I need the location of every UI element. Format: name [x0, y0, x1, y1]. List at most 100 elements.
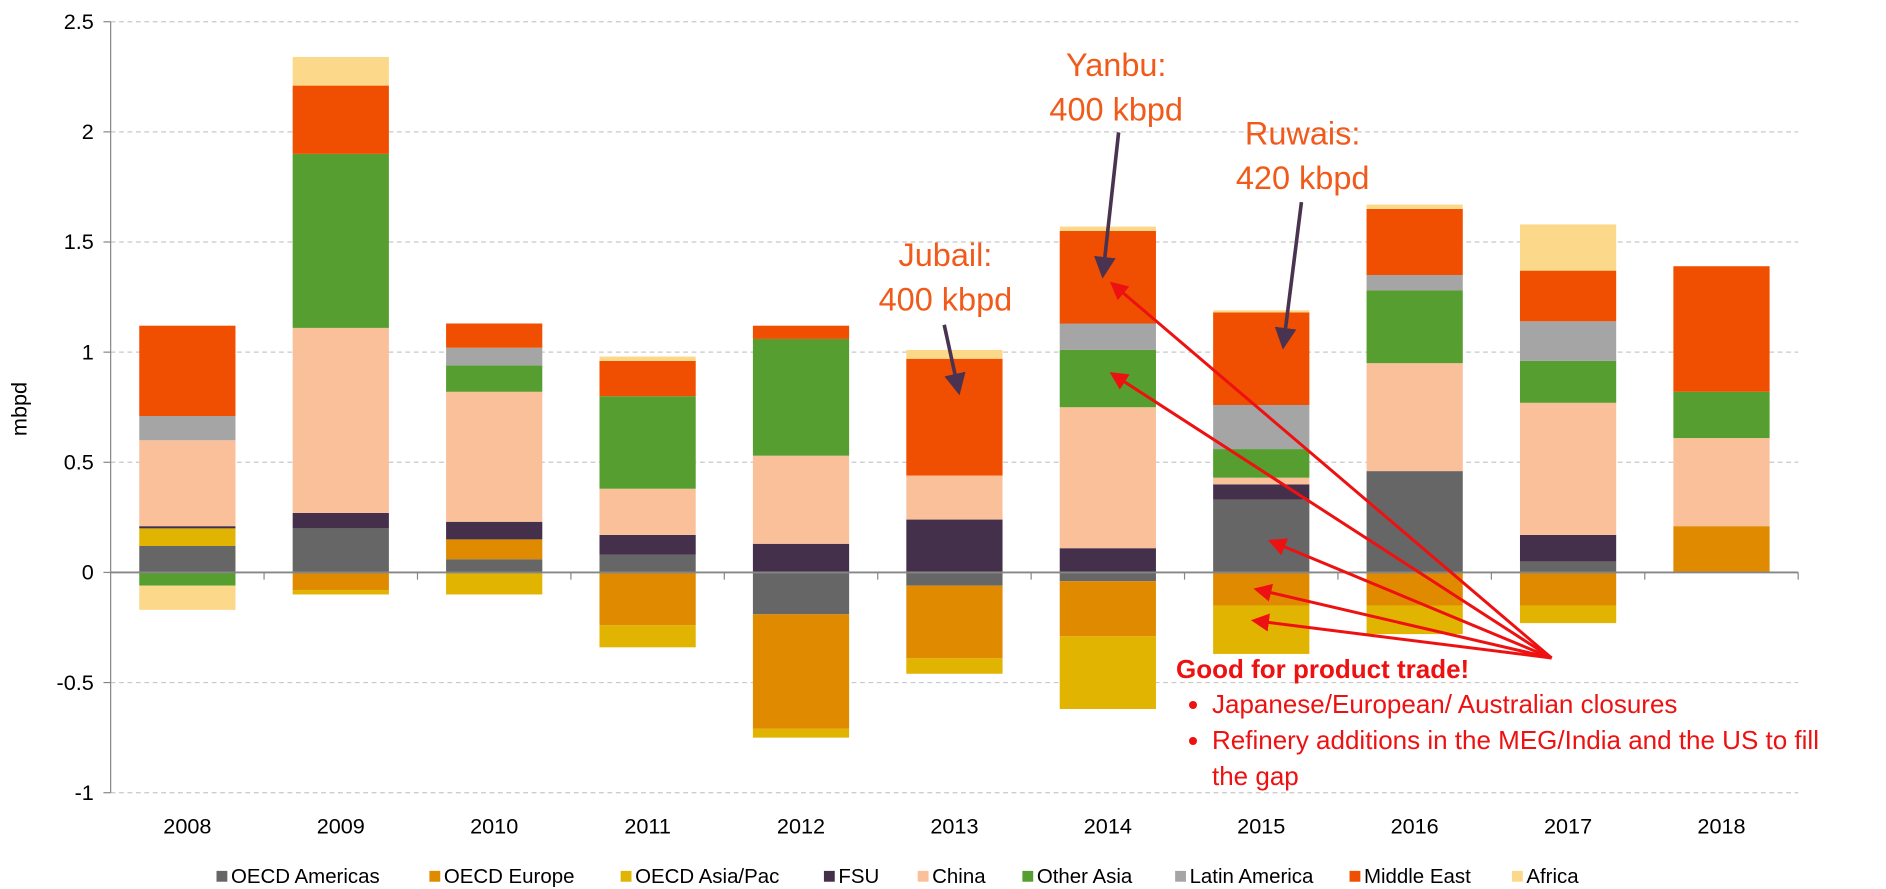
arrow [1268, 538, 1553, 660]
bar-segment [1213, 310, 1310, 313]
bar-segment [139, 545, 236, 573]
bar-segment [1059, 407, 1156, 549]
legend-swatch [1511, 870, 1523, 882]
bar-segment [446, 323, 543, 348]
bar-segment [906, 519, 1003, 573]
y-tick-label: 1.5 [64, 229, 94, 254]
legend-swatch [1022, 870, 1034, 882]
arrow [1109, 281, 1553, 660]
bar-segment [1673, 391, 1770, 439]
bar-segment [1059, 349, 1156, 408]
arrow [942, 324, 966, 396]
legend-swatch [917, 870, 929, 882]
bar-segment [906, 658, 1003, 674]
bar-segment [599, 625, 696, 648]
bar-segment [139, 325, 236, 417]
bar-segment [1519, 270, 1617, 322]
bar-segment [1366, 290, 1463, 364]
bar-segment [599, 396, 696, 489]
bar-segment [752, 543, 850, 573]
bar-segment [599, 572, 696, 626]
bar-segment [1673, 438, 1770, 527]
bar-segment [1519, 321, 1617, 361]
x-tick-label: 2016 [1391, 814, 1439, 839]
y-tick-label: 1 [82, 339, 94, 364]
bar-segment [446, 559, 543, 573]
callout-title: Good for product trade! [1176, 654, 1470, 684]
y-tick-label: 0.5 [64, 450, 94, 475]
legend-label: FSU [838, 865, 879, 888]
arrow [1253, 583, 1552, 660]
callout-bullet: Refinery additions in the MEG/India and … [1212, 722, 1852, 794]
bar-segment [1213, 449, 1310, 478]
bar-segment [446, 365, 543, 392]
bar-segment [599, 488, 696, 535]
x-tick-label: 2014 [1084, 814, 1132, 839]
annotation: Jubail: [898, 237, 992, 273]
bar-segment [292, 327, 389, 513]
bar-segment [1519, 402, 1617, 535]
bar-segment [1366, 471, 1463, 573]
bar-segment [1213, 605, 1310, 654]
bar-segment [1059, 323, 1156, 350]
bar-segment [599, 356, 696, 361]
legend-label: OECD Americas [231, 865, 380, 888]
x-tick-label: 2010 [470, 814, 518, 839]
bar-segment [446, 539, 543, 560]
bar-segment [599, 360, 696, 397]
bar-segment [1366, 204, 1463, 209]
bar-segment [1213, 312, 1310, 406]
annotation: 420 kbpd [1236, 160, 1370, 196]
bar-segment [446, 572, 543, 595]
y-tick-label: -0.5 [57, 670, 94, 695]
arrow [1250, 613, 1552, 660]
bar-segment [446, 521, 543, 540]
bar-segment [1366, 208, 1463, 276]
bar-segment [752, 614, 850, 729]
y-tick-label: 0 [82, 560, 94, 585]
y-axis-label: mbpd [6, 382, 31, 436]
legend-swatch [1175, 870, 1186, 882]
legend-label: Africa [1526, 865, 1579, 888]
bar-segment [139, 572, 236, 586]
annotation: Yanbu: [1066, 47, 1167, 83]
bar-segment [1059, 581, 1156, 637]
legend-label: Middle East [1364, 865, 1471, 888]
bar-segment [1519, 224, 1617, 271]
x-tick-label: 2015 [1237, 814, 1285, 839]
bar-segment [292, 85, 389, 154]
legend-swatch [216, 870, 228, 882]
bar-segment [1366, 363, 1463, 472]
annotation: Ruwais: [1245, 115, 1360, 151]
bar-segment [1519, 605, 1617, 624]
legend-label: OECD Europe [444, 865, 575, 888]
arrow [1094, 132, 1121, 279]
bar-segment [1673, 266, 1770, 392]
arrows [942, 132, 1553, 660]
annotation: 400 kbpd [1049, 91, 1183, 127]
arrow [1274, 201, 1304, 350]
bar-segment [139, 416, 236, 441]
y-tick-label: 2.5 [64, 9, 94, 34]
annotation: 400 kbpd [879, 281, 1013, 317]
bar-segment [752, 572, 850, 615]
bar-segment [292, 572, 389, 591]
x-tick-label: 2008 [163, 814, 211, 839]
bar-segment [139, 440, 236, 527]
bar-segment [446, 391, 543, 522]
callout: Good for product trade! Japanese/Europea… [1176, 652, 1882, 794]
bar-segment [752, 728, 850, 738]
legend-label: Other Asia [1037, 865, 1133, 888]
bar-segment [1213, 484, 1310, 500]
bar-segment [599, 554, 696, 573]
x-tick-label: 2009 [317, 814, 365, 839]
bar-segment [1213, 499, 1310, 573]
bar-segment [1059, 636, 1156, 710]
x-tick-label: 2011 [624, 814, 671, 839]
bar-segment [292, 528, 389, 573]
bar-segment [1059, 572, 1156, 582]
legend-label: OECD Asia/Pac [635, 865, 779, 888]
bar-segment [139, 526, 236, 529]
legend-swatch [429, 870, 441, 882]
